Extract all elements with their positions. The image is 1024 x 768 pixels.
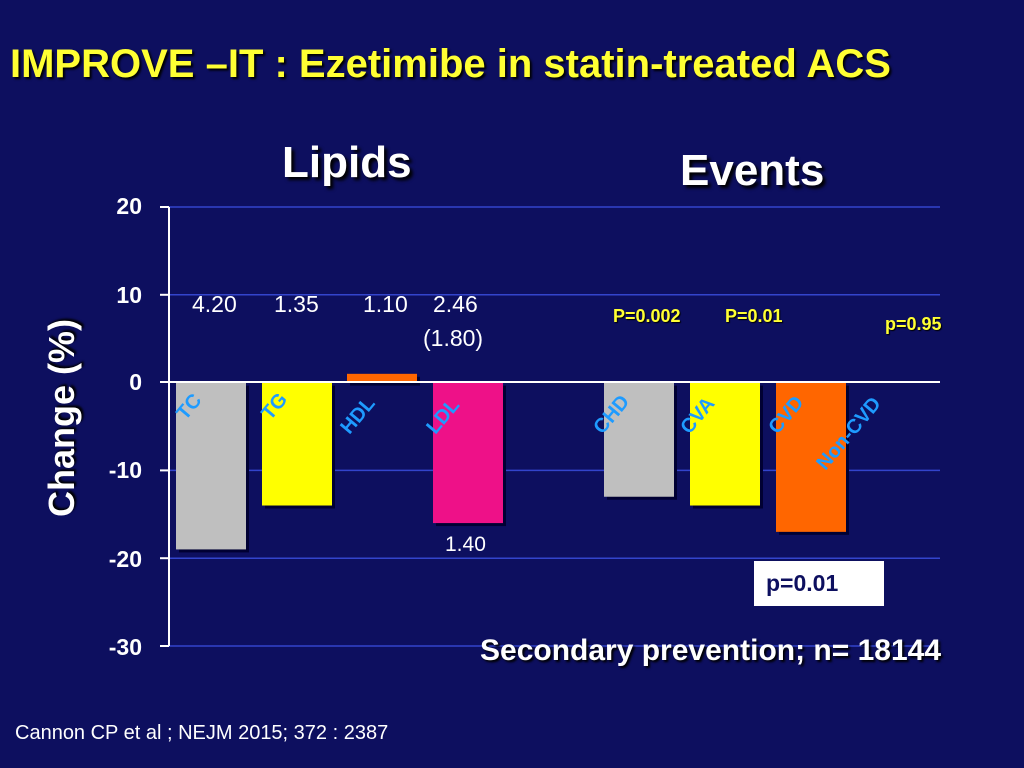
bar-tg — [262, 382, 332, 506]
y-tick-label: 10 — [116, 282, 142, 308]
bar-ldl — [433, 382, 503, 524]
bar-hdl — [347, 373, 417, 383]
slide-title: IMPROVE –IT : Ezetimibe in statin-treate… — [10, 42, 891, 86]
p-value-box: p=0.01 — [754, 561, 884, 606]
p-value-non-cvd: p=0.95 — [885, 314, 942, 334]
bar-tc — [176, 382, 246, 550]
secondary-prevention-note: Secondary prevention; n= 18144 — [480, 634, 942, 667]
p-value-cva: P=0.01 — [725, 306, 783, 326]
p-value-chd: P=0.002 — [613, 306, 681, 326]
y-tick-label: -20 — [108, 546, 142, 572]
bars — [176, 373, 849, 553]
y-tick-label: 0 — [129, 369, 142, 395]
citation: Cannon CP et al ; NEJM 2015; 372 : 2387 — [15, 722, 389, 744]
value-label-ldl-sub: (1.80) — [423, 325, 484, 351]
y-tick-label: -30 — [108, 634, 142, 660]
value-label-hdl: 1.10 — [363, 291, 408, 317]
lipids-heading: Lipids — [282, 138, 412, 187]
bar-chd — [604, 382, 674, 497]
events-heading: Events — [680, 146, 825, 195]
value-label-ldl-top: 2.46 — [433, 291, 478, 317]
y-tick-label: -10 — [108, 457, 142, 483]
y-tick-label: 20 — [116, 193, 142, 219]
bar-cvd — [776, 382, 846, 532]
value-label-ldl-bottom: 1.40 — [445, 533, 486, 556]
value-label-tc: 4.20 — [192, 291, 237, 317]
value-label-tg: 1.35 — [274, 291, 319, 317]
bar-cva — [690, 382, 760, 506]
